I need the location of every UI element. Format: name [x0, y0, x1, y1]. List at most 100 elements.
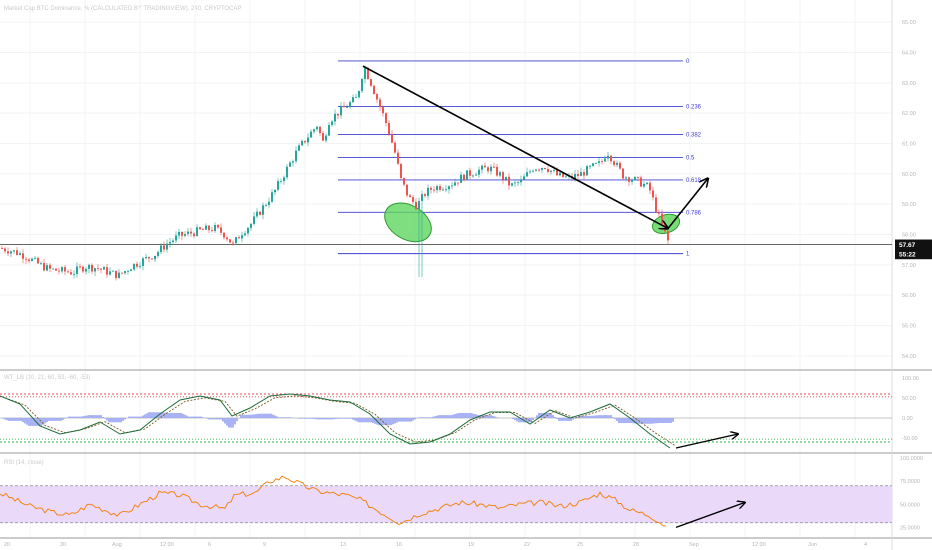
wt-histogram-bar	[132, 416, 134, 418]
wt-histogram-bar	[344, 418, 346, 419]
wt-tick-label: -50.00	[902, 436, 918, 442]
candle-up	[166, 243, 168, 250]
wt-histogram-bar	[616, 418, 618, 422]
candle-up	[247, 227, 249, 234]
wt-histogram-bar	[52, 418, 54, 421]
wt-histogram-bar	[64, 418, 66, 419]
candle-down	[304, 140, 306, 143]
candle-down	[424, 194, 426, 196]
wt-histogram-bar	[144, 414, 146, 418]
candle-down	[649, 182, 651, 191]
wt-histogram-bar	[220, 418, 222, 420]
candle-down	[70, 272, 72, 275]
wt-histogram-bar	[588, 415, 590, 418]
wt-histogram-bar	[640, 418, 642, 424]
candle-up	[481, 165, 483, 170]
candle-up	[535, 169, 537, 171]
candle-up	[541, 167, 543, 170]
candle-down	[259, 211, 261, 215]
wt-histogram-bar	[186, 415, 188, 418]
wt-histogram-bar	[196, 416, 198, 418]
candle-up	[103, 267, 105, 270]
candle-up	[361, 78, 363, 92]
candle-up	[85, 268, 87, 272]
wt-histogram-bar	[370, 418, 372, 423]
fibonacci-retracement[interactable]: 0 0.236 0.382 0.5 0.618 0.786 1	[338, 59, 702, 258]
time-axis: 20 30 Aug 12:00 6 9 13 16 19 22 25 28 Sep 12:00 Jun 4	[4, 542, 867, 548]
wt-histogram-bar	[228, 418, 230, 428]
wt-histogram-bar	[512, 418, 514, 420]
candle-down	[151, 258, 153, 260]
wt-histogram-bar	[62, 418, 64, 420]
time-tick-label: 28	[633, 542, 639, 548]
wt-histogram-bar	[662, 418, 664, 424]
wt-histogram-bar	[34, 418, 36, 426]
candle-down	[4, 248, 6, 252]
wt-histogram-bar	[590, 415, 592, 418]
wt-histogram-bar	[362, 418, 364, 423]
time-tick-label: Aug	[112, 542, 122, 548]
wt-histogram-bar	[586, 415, 588, 418]
wt-histogram-bar	[646, 418, 648, 424]
wt-histogram-bar	[198, 416, 200, 418]
candle-down	[79, 266, 81, 268]
candle-up	[169, 242, 171, 244]
candle-up	[118, 272, 120, 279]
candle-up	[418, 200, 420, 209]
wt-histogram-bar	[668, 418, 670, 424]
candle-down	[82, 266, 84, 272]
candle-down	[379, 99, 381, 108]
wt-histogram-bar	[274, 415, 276, 418]
wt-histogram-bar	[300, 418, 302, 419]
time-tick-label: 22	[524, 542, 530, 548]
candle-up	[307, 137, 309, 143]
candle-up	[490, 166, 492, 172]
wt-histogram-bar	[354, 418, 356, 421]
drawing-arrows[interactable]	[362, 65, 745, 529]
candle-down	[412, 197, 414, 202]
wt-tick-label: 100.00	[902, 376, 919, 382]
fib-label: 1	[686, 252, 690, 258]
wt-histogram-bar	[170, 412, 172, 418]
candle-up	[265, 204, 267, 206]
candle-up	[262, 205, 264, 215]
candle-up	[499, 172, 501, 176]
wt-histogram-bar	[200, 416, 202, 418]
wt-histogram-bar	[314, 418, 316, 420]
candle-up	[157, 252, 159, 256]
candle-up	[235, 237, 237, 244]
candle-up	[277, 181, 279, 190]
wt-histogram-bar	[78, 416, 80, 418]
candle-down	[367, 68, 369, 80]
candle-down	[493, 166, 495, 168]
candle-up	[445, 189, 447, 191]
highlight-ellipses[interactable]	[378, 195, 682, 249]
candle-up	[292, 161, 294, 163]
wt-histogram-bar	[408, 418, 410, 422]
candle-up	[154, 255, 156, 260]
candle-up	[184, 234, 186, 236]
wt-histogram-bar	[164, 412, 166, 418]
wt-histogram-bar	[474, 414, 476, 418]
candle-up	[454, 182, 456, 186]
candle-up	[145, 256, 147, 259]
wt-histogram-bar	[488, 415, 490, 418]
candle-up	[346, 107, 348, 108]
wt-histogram-bar	[430, 417, 432, 418]
wt-histogram-bar	[74, 416, 76, 418]
candle-up	[451, 185, 453, 187]
candle-down	[37, 257, 39, 264]
wt-histogram-bar	[548, 412, 550, 418]
wt-histogram-bar	[272, 414, 274, 418]
wt-histogram-bar	[150, 412, 152, 418]
wt-histogram-bar	[68, 416, 70, 418]
wt-histogram-bar	[520, 418, 522, 423]
wt-histogram-bar	[580, 415, 582, 418]
wt-histogram-bar	[208, 418, 210, 420]
wt-histogram-bar	[190, 416, 192, 418]
candle-down	[469, 170, 471, 176]
candle-up	[286, 166, 288, 178]
candle-down	[463, 174, 465, 181]
wt-histogram-bar	[390, 418, 392, 426]
